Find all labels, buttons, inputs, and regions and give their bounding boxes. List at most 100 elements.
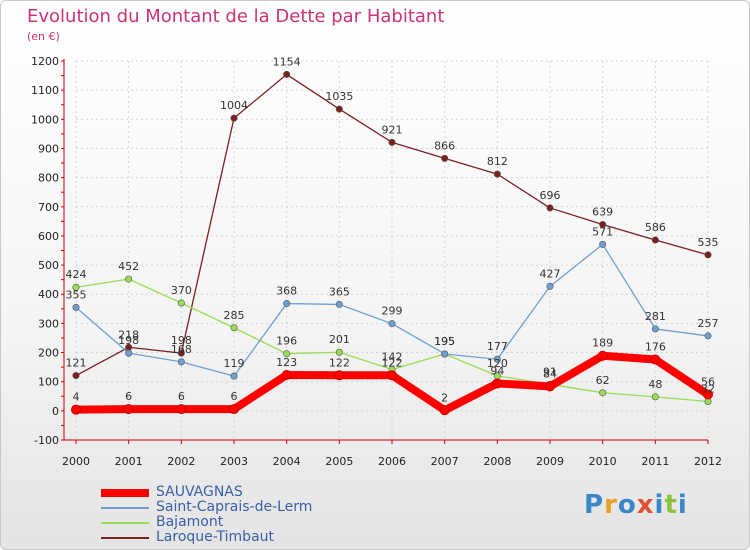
data-label: 176 [645,341,666,354]
data-label: 142 [382,350,403,363]
data-label: 56 [701,376,715,389]
data-point [72,372,80,380]
data-point [599,221,607,229]
data-label: 696 [540,189,561,202]
data-point [546,282,554,290]
data-point [72,283,80,291]
data-point [441,154,449,162]
data-label: 201 [329,333,350,346]
data-point [335,300,343,308]
data-label: 6 [178,390,185,403]
data-label: 299 [382,305,403,318]
data-point [176,404,187,415]
data-point [704,251,712,259]
data-point [283,70,291,78]
data-point [335,105,343,113]
data-label: 586 [645,221,666,234]
logo-letter: i [654,490,665,520]
legend-swatch [101,522,149,524]
legend-swatch [101,489,149,497]
data-point [335,348,343,356]
data-point [283,350,291,358]
x-tick-label: 2012 [694,455,722,468]
y-tick-label: 1200 [31,55,59,68]
data-label: 535 [698,236,719,249]
logo-letter: P [584,490,605,520]
data-point [545,381,555,392]
data-label: 198 [171,334,192,347]
legend-label: SAUVAGNAS [156,484,243,500]
logo-letter: x [636,490,655,520]
y-tick-label: 300 [38,317,59,330]
logo-letter: i [677,490,688,520]
legend-label: Laroque-Timbaut [156,529,275,545]
data-point [177,358,185,366]
data-label: 866 [434,139,455,152]
data-point [177,299,185,307]
data-label: 122 [382,356,403,369]
data-point [704,332,712,340]
data-point [387,370,397,381]
y-tick-label: 1000 [31,113,59,126]
y-tick-label: 500 [38,259,59,272]
data-point [599,389,607,397]
data-point [493,170,501,178]
data-label: 218 [118,328,139,341]
data-label: 571 [592,225,613,238]
data-point [439,405,450,416]
y-tick-label: 700 [38,201,59,214]
data-label: 189 [592,337,613,350]
data-point [72,303,80,311]
data-point [651,236,659,244]
data-label: 285 [224,309,245,322]
logo-letter: t [664,490,678,520]
x-tick-label: 2009 [536,455,564,468]
data-label: 177 [487,340,508,353]
data-label: 1035 [325,90,353,103]
data-label: 427 [540,267,561,280]
data-label: 812 [487,155,508,168]
x-tick-label: 2000 [62,455,90,468]
data-point [230,324,238,332]
data-label: 368 [276,285,297,298]
y-tick-label: -100 [34,434,59,447]
x-tick-label: 2001 [115,455,143,468]
x-tick-label: 2007 [431,455,459,468]
data-label: 6 [231,390,238,403]
y-tick-label: 400 [38,288,59,301]
data-point [230,372,238,380]
y-tick-label: 1100 [31,84,59,97]
data-point [334,370,345,381]
y-tick-label: 600 [38,230,59,243]
data-label: 639 [592,206,613,219]
data-label: 62 [596,374,610,387]
y-tick-label: 0 [52,405,59,418]
x-tick-label: 2005 [325,455,353,468]
x-tick-label: 2004 [273,455,301,468]
data-label: 1004 [220,99,248,112]
data-label: 355 [66,288,87,301]
y-tick-label: 100 [38,376,59,389]
data-point [177,349,185,357]
data-label: 1154 [273,55,301,68]
x-tick-label: 2010 [589,455,617,468]
data-label: 370 [171,284,192,297]
data-point [388,138,396,146]
x-tick-label: 2008 [483,455,511,468]
data-label: 281 [645,310,666,323]
data-point [651,325,659,333]
x-tick-label: 2002 [167,455,195,468]
x-tick-label: 2006 [378,455,406,468]
data-point [71,404,81,415]
data-label: 48 [648,378,662,391]
legend-label: Saint-Caprais-de-Lerm [156,499,313,515]
y-tick-label: 200 [38,347,59,360]
logo-letter: o [617,490,637,520]
data-label: 119 [224,357,245,370]
legend-swatch [101,507,149,509]
data-label: 4 [73,391,80,404]
data-point [599,240,607,248]
data-point [283,300,291,308]
data-point [125,275,133,283]
